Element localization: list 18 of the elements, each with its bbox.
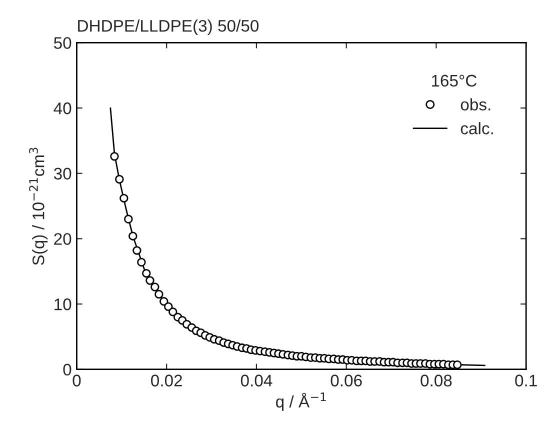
y-tick-label: 0: [63, 364, 72, 376]
chart-title: DHDPE/LLDPE(3) 50/50: [78, 20, 259, 36]
x-tick-label: 0.08: [420, 374, 452, 386]
x-tick-label: 0.1: [515, 374, 537, 386]
y-tick-label: 10: [54, 298, 72, 310]
y-tick-label: 20: [54, 233, 72, 245]
legend-label: obs.: [460, 98, 490, 110]
y-tick-label: 30: [54, 168, 72, 180]
x-tick-label: 0.06: [330, 374, 362, 386]
y-axis-title: S(q) / 10$^{−21}$cm$^{3}$: [29, 148, 48, 266]
y-tick-label: 50: [54, 37, 72, 49]
x-tick-label: 0.04: [240, 374, 272, 386]
x-axis-title: q / Å$^{−1}$: [276, 392, 326, 411]
legend-title: 165°C: [432, 74, 477, 87]
x-tick-label: 0.02: [151, 374, 182, 386]
legend-label: calc.: [460, 122, 493, 134]
y-tick-label: 40: [54, 102, 72, 114]
x-tick-label: 0: [72, 374, 81, 386]
